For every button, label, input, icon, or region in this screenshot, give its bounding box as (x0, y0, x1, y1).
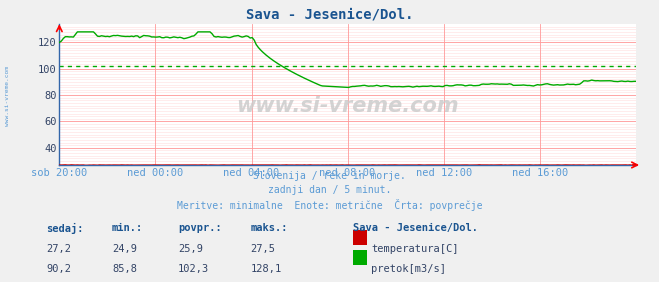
Text: Sava - Jesenice/Dol.: Sava - Jesenice/Dol. (353, 223, 478, 233)
Text: zadnji dan / 5 minut.: zadnji dan / 5 minut. (268, 185, 391, 195)
Text: 128,1: 128,1 (250, 264, 281, 274)
Text: sedaj:: sedaj: (46, 223, 84, 234)
Text: 90,2: 90,2 (46, 264, 71, 274)
Text: min.:: min.: (112, 223, 143, 233)
Text: pretok[m3/s]: pretok[m3/s] (371, 264, 446, 274)
Text: maks.:: maks.: (250, 223, 288, 233)
Text: Slovenija / reke in morje.: Slovenija / reke in morje. (253, 171, 406, 180)
Text: www.si-vreme.com: www.si-vreme.com (237, 96, 459, 116)
Text: povpr.:: povpr.: (178, 223, 221, 233)
Text: 24,9: 24,9 (112, 244, 137, 254)
Text: temperatura[C]: temperatura[C] (371, 244, 459, 254)
Text: 102,3: 102,3 (178, 264, 209, 274)
Text: Meritve: minimalne  Enote: metrične  Črta: povprečje: Meritve: minimalne Enote: metrične Črta:… (177, 199, 482, 211)
Text: Sava - Jesenice/Dol.: Sava - Jesenice/Dol. (246, 7, 413, 21)
Text: www.si-vreme.com: www.si-vreme.com (5, 66, 11, 126)
Text: 85,8: 85,8 (112, 264, 137, 274)
Text: 25,9: 25,9 (178, 244, 203, 254)
Text: 27,2: 27,2 (46, 244, 71, 254)
Text: 27,5: 27,5 (250, 244, 275, 254)
